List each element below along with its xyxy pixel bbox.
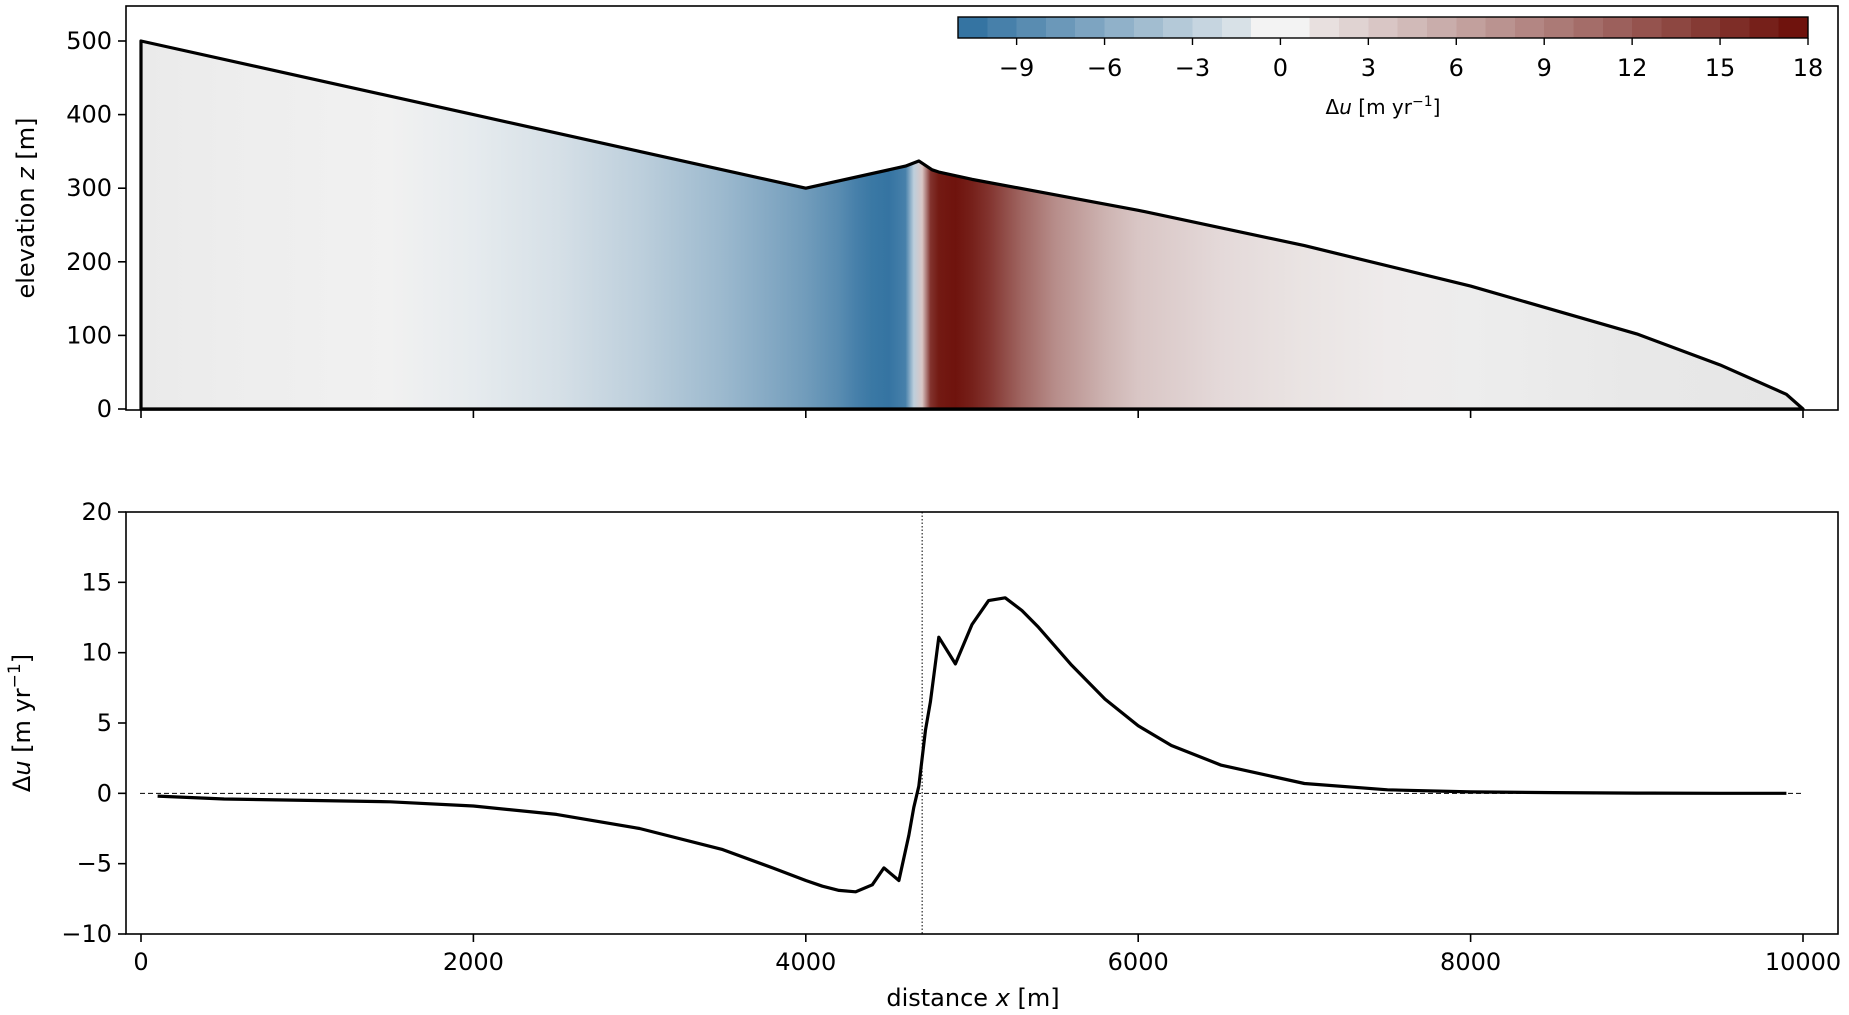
top-y-tick-label: 500 (66, 27, 112, 55)
colorbar-label: Δu [m yr−1] (1326, 94, 1441, 119)
top-y-axis-label-unit: [m] (12, 117, 40, 167)
colorbar-tick-label: 6 (1449, 54, 1464, 82)
bottom-y-tick-label: 15 (81, 568, 112, 596)
bottom-panel: −10 −5 0 5 10 15 20 0 2000 4000 6000 8000 10000 Δu … (5, 498, 1841, 1012)
bottom-x-axis: 0 2000 4000 6000 8000 10000 (133, 934, 1841, 976)
colorbar-tick-label: 0 (1273, 54, 1288, 82)
bottom-y-tick-label: 0 (97, 779, 112, 807)
bottom-x-tick-label: 0 (133, 948, 148, 976)
bottom-x-axis-label-unit: [m] (1010, 984, 1060, 1012)
bottom-y-tick-label: 10 (81, 639, 112, 667)
bottom-axes-frame (125, 511, 1839, 935)
glacier-outline (139, 39, 1805, 411)
colorbar-tick-label: −3 (1175, 54, 1210, 82)
colorbar-bar (957, 16, 1809, 39)
bottom-x-tick-label: 8000 (1440, 948, 1501, 976)
bottom-y-tick-label: 5 (97, 709, 112, 737)
bottom-x-axis-label: distance x [m] (886, 984, 1059, 1012)
bottom-y-axis-label-close: ] (8, 654, 36, 663)
colorbar-label-prefix: Δ (1326, 95, 1340, 119)
bottom-y-axis-label-var: u (8, 760, 36, 775)
colorbar-tick-label: 12 (1617, 54, 1648, 82)
top-x-axis (140, 410, 1804, 418)
series-line-du (157, 596, 1787, 894)
top-y-tick-label: 300 (66, 174, 112, 202)
bottom-x-tick-label: 10000 (1765, 948, 1841, 976)
bottom-x-axis-label-var: x (995, 984, 1011, 1012)
top-y-tick-label: 100 (66, 321, 112, 349)
colorbar-tick-label: −9 (999, 54, 1034, 82)
colorbar-tick-label: 15 (1705, 54, 1736, 82)
bottom-x-axis-label-prefix: distance (886, 984, 995, 1012)
bottom-x-tick-label: 4000 (775, 948, 836, 976)
colorbar-label-unit: [m yr (1352, 95, 1413, 119)
colorbar: −9 −6 −3 0 3 6 9 12 15 18 Δu [m yr−1] (957, 16, 1823, 119)
colorbar-tick-label: 3 (1361, 54, 1376, 82)
bottom-y-axis-label: Δu [m yr−1] (5, 654, 36, 792)
colorbar-label-sup: −1 (1412, 94, 1433, 110)
bottom-y-axis-label-prefix: Δ (8, 775, 36, 792)
bottom-y-tick-label: −10 (61, 920, 112, 948)
colorbar-tick-label: −6 (1087, 54, 1122, 82)
colorbar-label-close: ] (1433, 95, 1441, 119)
top-y-axis-label: elevation z [m] (12, 117, 40, 298)
bottom-x-tick-label: 2000 (443, 948, 504, 976)
top-y-axis: 0 100 200 300 400 500 (66, 27, 126, 423)
top-panel: 0 100 200 300 400 500 elevation z [m] −9 −6 −3 0… (12, 5, 1839, 423)
bottom-y-tick-label: 20 (81, 498, 112, 526)
top-y-axis-label-var: z (12, 166, 40, 181)
bottom-x-tick-label: 6000 (1108, 948, 1169, 976)
top-y-tick-label: 400 (66, 101, 112, 129)
colorbar-ticks: −9 −6 −3 0 3 6 9 12 15 18 (999, 38, 1823, 82)
bottom-y-axis: −10 −5 0 5 10 15 20 (61, 498, 126, 948)
colorbar-tick-label: 9 (1537, 54, 1552, 82)
top-y-tick-label: 0 (97, 395, 112, 423)
top-y-tick-label: 200 (66, 248, 112, 276)
bottom-y-axis-label-unit: [m yr (8, 688, 36, 760)
top-y-axis-label-prefix: elevation (12, 180, 40, 299)
bottom-y-tick-label: −5 (77, 850, 112, 878)
colorbar-tick-label: 18 (1793, 54, 1824, 82)
colorbar-label-var: u (1339, 95, 1352, 119)
bottom-y-axis-label-sup: −1 (5, 663, 25, 688)
